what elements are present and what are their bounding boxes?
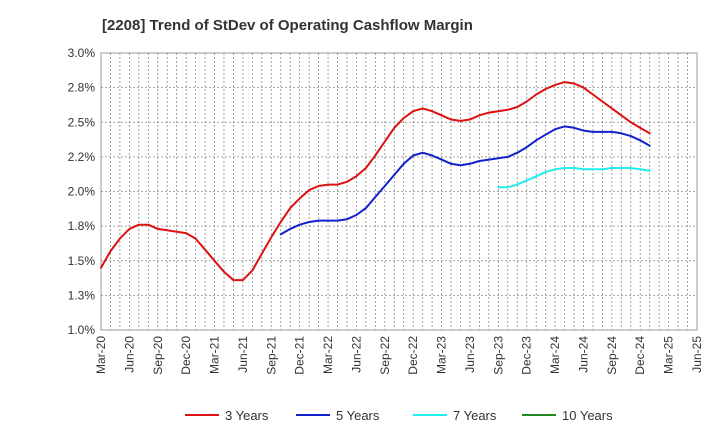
x-tick-label: Dec-20 xyxy=(179,336,193,375)
x-tick-label: Sep-23 xyxy=(491,336,505,375)
x-tick-label: Jun-22 xyxy=(349,336,363,373)
y-tick-label: 1.5% xyxy=(68,254,96,268)
x-tick-label: Mar-25 xyxy=(662,336,676,374)
x-tick-label: Jun-20 xyxy=(122,336,136,373)
y-tick-label: 1.3% xyxy=(68,288,96,302)
y-tick-label: 2.0% xyxy=(68,185,96,199)
x-tick-label: Mar-23 xyxy=(435,336,449,374)
x-tick-label: Dec-24 xyxy=(633,336,647,375)
x-tick-label: Jun-21 xyxy=(236,336,250,373)
x-tick-label: Jun-25 xyxy=(690,336,704,373)
legend-label: 5 Years xyxy=(336,408,380,423)
legend: 3 Years 5 Years 7 Years 10 Years xyxy=(185,408,613,423)
series-line-5-years xyxy=(279,125,651,236)
x-tick-label: Dec-22 xyxy=(406,336,420,375)
series-line-7-years xyxy=(497,167,651,189)
x-tick-label: Mar-24 xyxy=(548,336,562,374)
legend-label: 10 Years xyxy=(562,408,613,423)
chart-title: [2208] Trend of StDev of Operating Cashf… xyxy=(102,17,473,34)
x-tick-label: Dec-21 xyxy=(293,336,307,375)
x-tick-label: Dec-23 xyxy=(520,336,534,375)
y-tick-label: 3.0% xyxy=(68,46,96,60)
x-axis: Mar-20 Jun-20 Sep-20 Dec-20 Mar-21 Jun-21 Sep-… xyxy=(94,336,704,375)
x-tick-label: Sep-20 xyxy=(151,336,165,375)
y-tick-label: 2.5% xyxy=(68,115,96,129)
x-tick-label: Sep-21 xyxy=(264,336,278,375)
legend-label: 7 Years xyxy=(453,408,497,423)
x-tick-label: Sep-24 xyxy=(605,336,619,375)
x-tick-label: Jun-24 xyxy=(576,336,590,373)
y-axis: 1.0% 1.3% 1.5% 1.8% 2.0% 2.2% 2.5% 2.8% 3.0% xyxy=(68,46,96,337)
legend-label: 3 Years xyxy=(225,408,269,423)
y-tick-label: 2.2% xyxy=(68,150,96,164)
y-tick-label: 2.8% xyxy=(68,81,96,95)
x-tick-label: Mar-22 xyxy=(321,336,335,374)
series-line-3-years xyxy=(100,81,651,282)
x-tick-label: Jun-23 xyxy=(463,336,477,373)
x-tick-label: Mar-21 xyxy=(208,336,222,374)
y-tick-label: 1.0% xyxy=(68,323,96,337)
x-tick-label: Mar-20 xyxy=(94,336,108,374)
x-tick-label: Sep-22 xyxy=(378,336,392,375)
series-lines xyxy=(100,81,651,282)
y-tick-label: 1.8% xyxy=(68,219,96,233)
